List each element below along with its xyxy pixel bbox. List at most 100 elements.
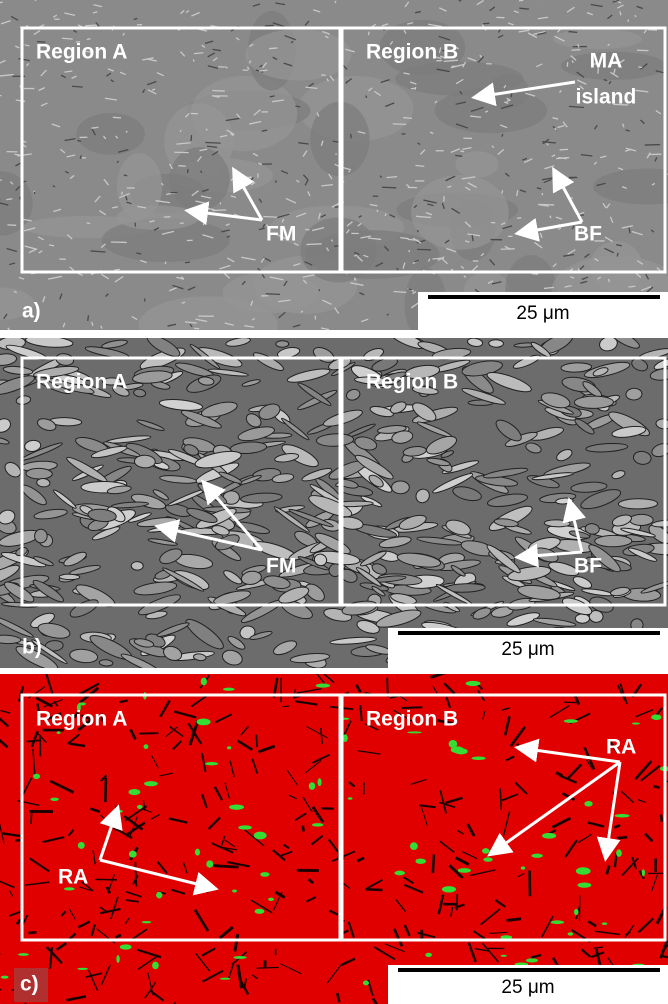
texture <box>227 746 231 749</box>
texture <box>95 879 117 880</box>
texture <box>575 614 589 623</box>
texture <box>165 262 166 265</box>
texture <box>410 842 418 850</box>
texture <box>645 145 660 146</box>
texture <box>394 871 405 876</box>
texture <box>77 141 81 142</box>
texture <box>203 223 204 225</box>
texture <box>144 744 149 749</box>
texture <box>78 842 85 849</box>
texture <box>57 731 61 734</box>
texture <box>309 782 316 790</box>
texture <box>616 849 622 856</box>
texture <box>366 96 367 98</box>
texture <box>349 171 350 173</box>
texture <box>632 722 640 724</box>
annotation: RA <box>58 866 88 889</box>
texture <box>568 932 574 935</box>
scale-label: 25 μm <box>501 977 554 998</box>
texture <box>233 956 246 959</box>
texture <box>455 151 498 178</box>
annotation: FM <box>266 223 296 246</box>
scale-label: 25 μm <box>516 303 569 324</box>
texture <box>609 279 610 282</box>
texture <box>34 529 47 543</box>
texture <box>458 868 471 873</box>
texture <box>268 898 274 901</box>
annotation: RA <box>606 736 636 759</box>
texture <box>156 892 162 899</box>
texture <box>602 922 608 925</box>
texture <box>229 804 244 809</box>
texture <box>254 832 267 840</box>
texture <box>500 788 501 809</box>
texture <box>238 825 252 829</box>
texture <box>50 798 59 801</box>
annotation: FM <box>266 555 296 578</box>
scale-label: 25 μm <box>501 639 554 660</box>
texture <box>205 762 218 765</box>
texture <box>615 853 616 867</box>
texture <box>196 719 210 726</box>
texture <box>113 117 121 118</box>
texture <box>260 872 269 877</box>
texture <box>105 778 106 802</box>
texture <box>195 849 200 856</box>
texture <box>460 151 464 152</box>
texture <box>618 498 657 509</box>
texture <box>617 253 618 257</box>
texture <box>120 700 128 702</box>
texture <box>455 748 468 754</box>
texture <box>128 789 140 795</box>
texture <box>307 244 322 245</box>
texture <box>62 38 73 39</box>
texture <box>169 147 229 210</box>
texture <box>129 851 137 858</box>
texture <box>137 805 143 809</box>
texture <box>506 919 521 921</box>
texture <box>442 886 456 892</box>
texture <box>191 135 192 141</box>
texture <box>33 774 40 779</box>
region-label: Region A <box>36 41 127 64</box>
texture <box>482 848 489 854</box>
annotation: island <box>576 86 637 109</box>
texture <box>578 44 579 47</box>
texture <box>126 131 127 133</box>
texture <box>628 286 635 287</box>
texture <box>564 719 578 723</box>
texture <box>6 199 12 200</box>
texture <box>245 29 351 80</box>
texture <box>255 909 265 914</box>
texture <box>336 153 337 155</box>
texture <box>318 778 322 786</box>
texture <box>232 890 237 893</box>
texture <box>114 269 120 270</box>
texture <box>407 731 422 733</box>
texture <box>220 978 230 980</box>
texture <box>472 756 486 760</box>
texture <box>394 292 407 293</box>
texture <box>569 32 578 33</box>
texture <box>642 869 645 876</box>
texture <box>576 867 591 875</box>
texture <box>433 855 434 873</box>
texture <box>626 388 643 401</box>
texture <box>116 205 199 230</box>
texture <box>385 214 386 216</box>
texture <box>194 53 203 54</box>
texture <box>26 468 53 479</box>
texture <box>312 823 323 826</box>
texture <box>517 218 521 219</box>
texture <box>269 48 277 49</box>
texture <box>116 955 119 963</box>
panel-label: c) <box>20 973 39 996</box>
texture <box>316 684 330 688</box>
texture <box>393 124 406 125</box>
texture <box>212 90 224 91</box>
texture <box>85 25 97 26</box>
region-label: Region B <box>366 41 458 64</box>
texture <box>135 862 136 886</box>
texture <box>321 75 325 76</box>
texture <box>1 976 9 979</box>
